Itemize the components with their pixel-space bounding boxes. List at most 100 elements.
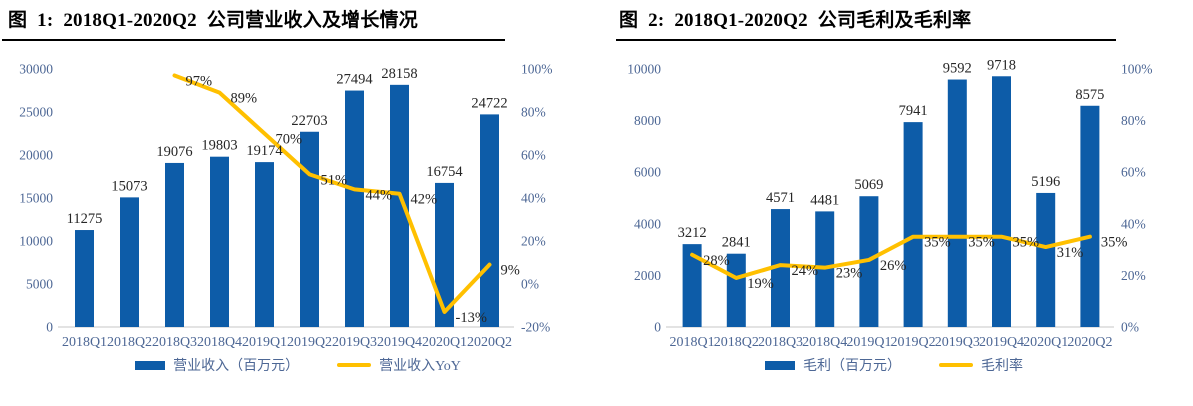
left-axis-tick-label: 2000 (634, 268, 661, 283)
category-label: 2019Q3 (332, 335, 377, 350)
title-underline (2, 39, 505, 41)
left-axis-tick-label: 4000 (634, 216, 661, 231)
gross-profit-chart-title: 图 2: 2018Q1-2020Q2 公司毛利及毛利率 (619, 10, 972, 31)
category-label: 2019Q4 (979, 335, 1024, 350)
left-axis-tick-label: 0 (46, 320, 53, 335)
bar-value-label: 4571 (766, 190, 795, 206)
left-axis-tick-label: 10000 (19, 234, 53, 249)
line-value-label: -13% (456, 310, 487, 326)
line-value-label: 31% (1057, 245, 1084, 261)
category-label: 2018Q3 (758, 335, 803, 350)
right-axis-tick-label: 80% (1121, 113, 1146, 128)
gross-profit-margin-chart: 0 2000 4000 6000 8000 10000 0% 20% 40% 60% 80% 100%… (627, 57, 1153, 350)
legend-label: 毛利（百万元） (803, 359, 901, 374)
category-label: 2019Q1 (242, 335, 287, 350)
category-label: 2020Q2 (1067, 335, 1112, 350)
bar-2019Q4 (992, 76, 1011, 327)
line-value-label: 44% (366, 187, 393, 203)
bar-value-label: 8575 (1075, 87, 1104, 103)
bar-2019Q3 (947, 79, 967, 327)
left-axis-tick-label: 30000 (19, 62, 53, 77)
line-series (690, 234, 1092, 280)
bar-value-label: 9592 (943, 61, 972, 77)
category-label: 2018Q1 (670, 335, 715, 350)
bar-2019Q2 (300, 131, 319, 327)
bar-series-swatch (135, 360, 166, 370)
right-axis-tick-label: 60% (1121, 165, 1146, 180)
right-axis-tick-label: 100% (1121, 62, 1153, 77)
gross-profit-chart-panel: 图 2: 2018Q1-2020Q2 公司毛利及毛利率 0 2000 4000 600… (596, 0, 1192, 406)
category-label: 2018Q2 (107, 335, 152, 350)
line-value-label: 24% (792, 263, 819, 279)
line-series-swatch (939, 363, 973, 367)
right-axis-tick-label: 80% (521, 105, 546, 120)
category-label: 2020Q1 (1023, 335, 1068, 350)
category-label: 2019Q1 (846, 335, 891, 350)
category-label: 2019Q2 (287, 335, 332, 350)
line-value-label: 9% (501, 263, 520, 279)
line-value-label: 35% (1101, 235, 1128, 251)
right-axis-tick-label: 60% (521, 148, 546, 163)
line-value-label: 97% (186, 73, 213, 89)
gross-profit-chart-legend: 毛利（百万元） 毛利率 (596, 355, 1192, 375)
revenue-chart-legend: 营业收入（百万元） 营业收入YoY (0, 355, 596, 375)
legend-label: 营业收入（百万元） (173, 359, 300, 374)
bar-value-label: 11275 (67, 211, 103, 227)
bar-series-swatch (765, 360, 795, 370)
category-label: 2020Q1 (422, 335, 467, 350)
left-axis-tick-label: 5000 (26, 277, 53, 292)
bar-2018Q4 (210, 156, 229, 327)
line-series-swatch (337, 363, 372, 367)
line-value-label: 89% (231, 91, 258, 107)
line-value-label: 42% (411, 192, 438, 208)
legend-item-revenue: 营业收入（百万元） (135, 355, 299, 375)
right-axis-tick-label: -20% (521, 320, 550, 335)
bar-value-label: 2841 (722, 235, 751, 251)
bar-2020Q1 (1036, 192, 1056, 327)
left-axis-tick-label: 25000 (19, 105, 53, 120)
bar-value-label: 4481 (810, 192, 839, 208)
title-underline (616, 39, 1116, 41)
left-axis-tick-label: 15000 (19, 191, 53, 206)
right-axis-tick-label: 40% (521, 191, 546, 206)
line-value-label: 28% (703, 253, 730, 269)
bar-value-label: 5069 (854, 177, 883, 193)
right-axis-tick-label: 20% (521, 234, 546, 249)
category-label: 2018Q4 (802, 335, 847, 350)
bar-value-label: 15073 (111, 178, 147, 194)
legend-item-revenue-yoy: 营业收入YoY (337, 355, 461, 375)
category-label: 2018Q4 (197, 335, 242, 350)
bar-value-label: 7941 (899, 103, 928, 119)
bar-value-label: 19174 (246, 143, 283, 159)
right-axis-tick-label: 20% (1121, 268, 1146, 283)
line-value-label: 19% (747, 276, 774, 292)
category-label: 2019Q2 (891, 335, 936, 350)
legend-item-gross-margin: 毛利率 (939, 355, 1023, 375)
bar-2018Q1 (75, 230, 94, 327)
line-value-label: 70% (276, 132, 303, 148)
category-label: 2019Q3 (935, 335, 980, 350)
left-axis-tick-label: 20000 (19, 148, 53, 163)
bar-value-label: 22703 (291, 113, 327, 129)
line-value-label: 23% (836, 266, 863, 282)
line-value-label: 35% (1013, 235, 1040, 251)
bar-2018Q2 (726, 253, 746, 327)
bar-2019Q2 (903, 122, 923, 328)
bar-value-label: 16754 (426, 164, 463, 180)
category-label: 2018Q2 (714, 335, 759, 350)
legend-label: 毛利率 (981, 359, 1023, 374)
bar-2019Q4 (390, 84, 409, 327)
bar-value-label: 3212 (678, 225, 707, 241)
left-axis-tick-label: 10000 (627, 62, 661, 77)
right-axis-tick-label: 0% (521, 277, 539, 292)
left-axis-tick-label: 0 (654, 320, 661, 335)
revenue-chart-title: 图 1: 2018Q1-2020Q2 公司营业收入及增长情况 (8, 10, 418, 31)
legend-label: 营业收入YoY (379, 359, 461, 374)
bar-2020Q1 (435, 182, 454, 327)
category-label: 2018Q1 (62, 335, 107, 350)
line-value-label: 35% (968, 235, 995, 251)
bar-2018Q1 (682, 244, 702, 327)
bar-2020Q2 (480, 114, 499, 327)
right-axis-tick-label: 40% (1121, 216, 1146, 231)
